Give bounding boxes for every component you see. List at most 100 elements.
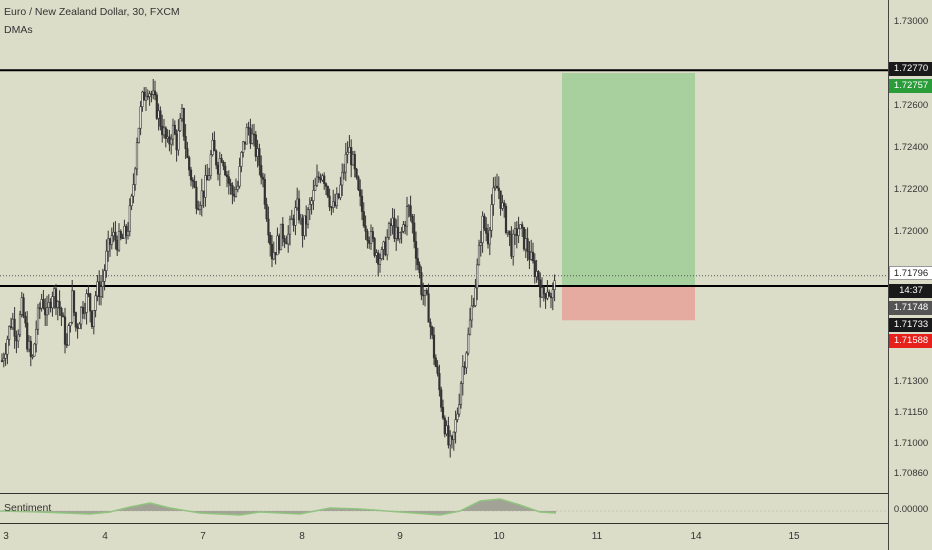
candle-body (371, 231, 374, 239)
candle-body (204, 175, 207, 198)
candle-body (492, 187, 495, 205)
candle-body (0, 360, 4, 362)
candle-body (258, 148, 261, 166)
candle-body (193, 181, 196, 188)
candle-body (355, 168, 358, 178)
candle-body (341, 172, 344, 186)
candle-body (423, 289, 427, 296)
candle-body (503, 202, 506, 207)
main-chart[interactable]: Euro / New Zealand Dollar, 30, FXCM DMAs (0, 0, 888, 492)
candle-body (27, 340, 31, 350)
candle-body (533, 260, 536, 278)
candle-body (153, 90, 157, 96)
candle-body (60, 308, 63, 317)
candle-body (522, 227, 526, 250)
candle-body (535, 271, 538, 278)
candle-body (530, 251, 533, 260)
candle-body (69, 322, 72, 326)
candle-body (548, 291, 551, 297)
candle-body (461, 366, 464, 384)
sentiment-pane[interactable] (0, 493, 888, 524)
candle-body (467, 333, 470, 354)
candle-body (44, 307, 47, 316)
candle-body (332, 201, 335, 208)
time-label: 8 (299, 531, 305, 542)
candle-body (407, 205, 410, 208)
stop-zone (562, 286, 695, 321)
candle-body (234, 189, 238, 197)
candle-body (301, 217, 304, 236)
candle-body (58, 301, 61, 309)
candle-body (546, 291, 549, 299)
candle-body (351, 153, 355, 166)
candle-body (413, 222, 416, 242)
candle-body (422, 294, 425, 297)
candle-body (549, 296, 553, 299)
candle-body (443, 417, 446, 435)
candle-body (274, 252, 277, 256)
candle-body (297, 198, 301, 221)
candle-body (134, 168, 137, 185)
candle-body (366, 230, 369, 241)
time-axis[interactable]: 3 4 7 8 9 10 11 14 15 (0, 525, 888, 550)
candle-body (137, 127, 140, 144)
candle-body (321, 175, 324, 181)
candle-body (9, 326, 13, 328)
candle-body (96, 281, 99, 297)
candle-body (224, 165, 227, 176)
candle-body (261, 176, 265, 180)
candle-body (197, 208, 200, 210)
candle-body (195, 186, 198, 209)
candle-body (157, 110, 160, 119)
candle-body (337, 193, 340, 199)
chart-canvas[interactable] (0, 0, 888, 492)
candle-body (189, 169, 193, 181)
candle-body (326, 186, 329, 197)
candle-body (36, 307, 40, 330)
sentiment-line (0, 498, 557, 516)
candle-body (420, 272, 423, 296)
candle-body (107, 238, 110, 252)
candle-body (315, 176, 319, 186)
candle-body (497, 187, 500, 192)
indicator-label[interactable]: DMAs (4, 24, 33, 36)
candle-body (146, 95, 149, 98)
symbol-title[interactable]: Euro / New Zealand Dollar, 30, FXCM (4, 6, 180, 18)
target-zone (562, 73, 695, 286)
candle-body (294, 207, 297, 226)
candle-body (440, 389, 443, 408)
candle-body (85, 293, 88, 313)
candle-body (359, 189, 362, 197)
candle-body (188, 157, 191, 171)
candle-body (364, 225, 367, 232)
candle-body (504, 206, 508, 233)
candle-body (495, 185, 499, 189)
candle-body (159, 110, 162, 127)
candle-body (490, 204, 493, 231)
price-axis[interactable]: 1.73000 1.72600 1.72400 1.72200 1.72000 … (888, 0, 932, 550)
candle-body (51, 296, 54, 309)
price-label: 1.72400 (893, 142, 929, 153)
sentiment-value: 0.00000 (893, 504, 929, 515)
current-price-tag: 1.71796 (889, 266, 932, 280)
candle-body (263, 179, 266, 205)
candle-body (378, 258, 382, 265)
candle-body (512, 233, 515, 257)
candle-body (116, 239, 119, 251)
candle-body (162, 127, 166, 136)
candle-body (94, 295, 97, 311)
candle-body (310, 200, 313, 205)
candle-body (290, 218, 293, 221)
candle-body (98, 281, 101, 298)
candle-body (125, 225, 128, 236)
candle-body (171, 124, 175, 140)
candle-body (143, 91, 146, 101)
candle-body (265, 204, 268, 220)
candle-body (81, 306, 85, 314)
candle-body (368, 240, 371, 244)
candle-body (328, 195, 331, 208)
candle-body (56, 301, 59, 308)
candle-body (468, 319, 472, 335)
resistance-price-tag: 1.72770 (889, 62, 932, 76)
candle-body (243, 141, 247, 145)
